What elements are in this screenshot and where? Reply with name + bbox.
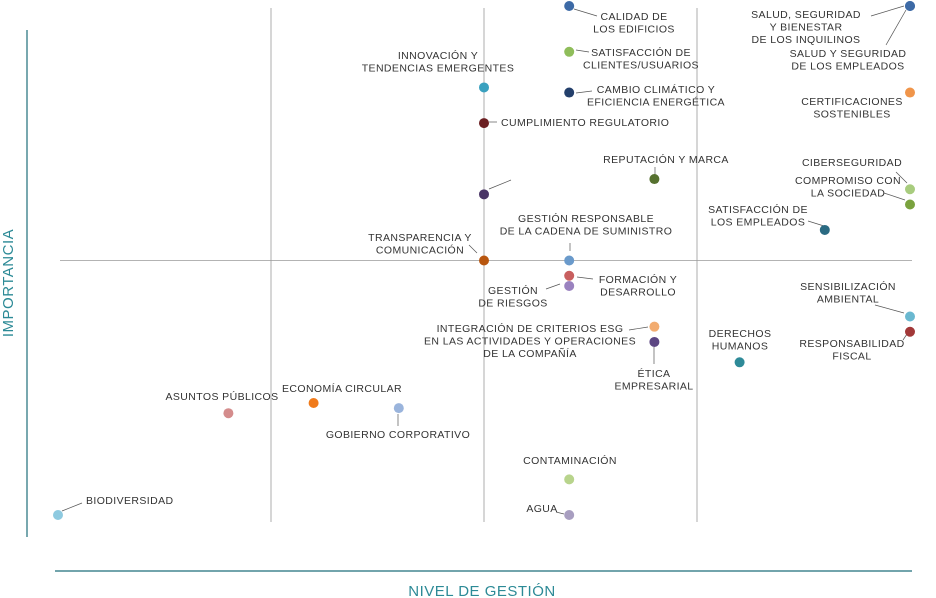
data-point	[649, 336, 660, 347]
data-label: RESPONSABILIDAD FISCAL	[799, 338, 904, 363]
data-point	[905, 326, 915, 337]
data-point	[564, 474, 575, 485]
data-point	[564, 280, 575, 291]
data-point	[649, 174, 660, 185]
data-point	[53, 510, 63, 520]
leader-line	[573, 8, 598, 17]
data-label: REPUTACIÓN Y MARCA	[603, 153, 729, 166]
leader-line	[883, 192, 906, 201]
data-point	[905, 87, 915, 98]
data-point	[819, 224, 830, 235]
data-label: GESTIÓN DE RIESGOS	[478, 284, 547, 310]
leader-line	[488, 179, 512, 190]
leader-line	[575, 90, 593, 94]
data-point	[564, 46, 575, 57]
data-point	[223, 408, 234, 419]
data-point	[308, 398, 319, 409]
data-label: CONTAMINACIÓN	[523, 454, 617, 467]
data-point	[564, 87, 575, 98]
data-point	[564, 510, 575, 520]
data-point	[564, 255, 575, 266]
data-point	[564, 1, 575, 11]
leader-line	[61, 502, 83, 512]
leader-line	[807, 220, 825, 227]
leader-line	[895, 171, 908, 184]
leader-line	[874, 304, 905, 314]
data-label: BIODIVERSIDAD	[86, 495, 173, 507]
data-label: CIBERSEGURIDAD	[802, 157, 902, 169]
point-labels: CALIDAD DE LOS EDIFICIOS SALUD, SEGURIDAD Y…	[86, 9, 906, 515]
data-label: DERECHOS HUMANOS	[709, 328, 772, 353]
data-label: SALUD, SEGURIDAD Y BIENESTAR DE LOS INQUIL…	[751, 9, 861, 46]
leader-line	[628, 326, 649, 331]
data-label: SATISFACCIÓN DE LOS EMPLEADOS	[708, 203, 808, 229]
data-point	[905, 184, 915, 195]
data-point	[905, 199, 915, 210]
data-label: CERTIFICACIONES SOSTENIBLES	[801, 96, 902, 121]
leader-line	[468, 244, 478, 254]
data-label: COMPROMISO CON LA SOCIEDAD	[795, 175, 901, 200]
leader-lines	[61, 5, 908, 515]
data-label: CAMBIO CLIMÁTICO Y EFICIENCIA ENERGÉTICA	[587, 83, 725, 109]
data-point	[479, 118, 489, 129]
data-label: SENSIBILIZACIÓN AMBIENTAL	[800, 280, 896, 306]
data-label: AGUA	[526, 503, 557, 515]
data-label: ECONOMÍA CIRCULAR	[282, 382, 402, 395]
data-label: ÉTICA EMPRESARIAL	[614, 367, 693, 393]
data-point	[393, 403, 404, 414]
data-label: TRANSPARENCIA Y COMUNICACIÓN	[368, 232, 472, 257]
data-label: GESTIÓN RESPONSABLE DE LA CADENA DE SUMIN…	[500, 212, 673, 238]
data-label: CUMPLIMIENTO REGULATORIO	[501, 117, 669, 129]
data-label: FORMACIÓN Y DESARROLLO	[599, 273, 677, 299]
leader-line	[555, 511, 565, 515]
data-label: ASUNTOS PÚBLICOS	[166, 390, 279, 403]
leader-line	[870, 5, 905, 17]
data-label: CALIDAD DE LOS EDIFICIOS	[593, 11, 675, 36]
data-point	[905, 1, 915, 11]
y-axis-title: IMPORTANCIA	[0, 229, 17, 337]
data-label: INNOVACIÓN Y TENDENCIAS EMERGENTES	[362, 49, 515, 75]
data-point	[734, 357, 745, 368]
data-points	[53, 1, 915, 520]
data-label: GOBIERNO CORPORATIVO	[326, 429, 470, 441]
data-point	[905, 311, 915, 322]
leader-line	[576, 276, 594, 280]
leader-line	[575, 49, 590, 53]
data-point	[564, 270, 575, 281]
x-axis-title: NIVEL DE GESTIÓN	[408, 583, 555, 598]
data-point	[479, 255, 489, 266]
data-point	[479, 189, 489, 200]
leader-line	[545, 283, 561, 290]
axes	[26, 30, 912, 572]
data-point	[649, 321, 660, 332]
data-label: INTEGRACIÓN DE CRITERIOS ESG EN LAS ACTIV…	[424, 322, 636, 360]
leader-line	[885, 9, 907, 46]
data-label: SATISFACCIÓN DE CLIENTES/USUARIOS	[583, 46, 699, 72]
data-point	[479, 82, 489, 93]
data-label: SALUD Y SEGURIDAD DE LOS EMPLEADOS	[790, 48, 907, 73]
